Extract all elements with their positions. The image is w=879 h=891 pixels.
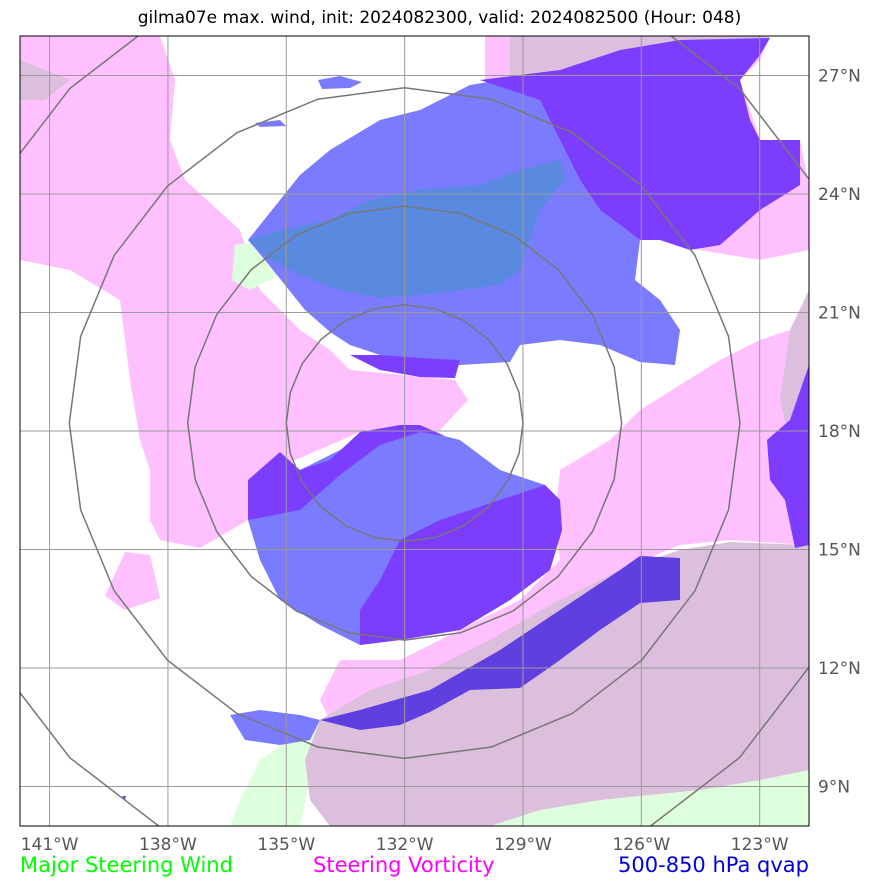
qvap-area-small-north-b (255, 120, 286, 127)
latitude-tick-labels: 9°N 12°N 15°N 18°N 21°N 24°N 27°N (818, 67, 861, 798)
lon-tick-label: 123°W (731, 835, 789, 855)
lon-tick-label: 132°W (376, 835, 434, 855)
legend-steering-vorticity: Steering Vorticity (313, 853, 495, 877)
vorticity-area-east (320, 300, 809, 720)
qvap-dense-south (360, 485, 562, 645)
overlap-area-nw-edge (20, 60, 70, 100)
qvap-area-small-west (230, 710, 320, 745)
wind-area-small-north (232, 240, 290, 290)
lon-tick-label: 135°W (257, 835, 315, 855)
lat-tick-label: 27°N (818, 67, 861, 87)
range-ring (68, 87, 741, 760)
lon-tick-label: 138°W (139, 835, 197, 855)
lat-tick-label: 21°N (818, 304, 861, 324)
lon-tick-label: 129°W (494, 835, 552, 855)
lat-tick-label: 12°N (818, 659, 861, 679)
qvap-dense-west-tongue (248, 425, 445, 520)
legend-major-steering-wind: Major Steering Wind (20, 853, 233, 877)
lat-tick-label: 18°N (818, 422, 861, 442)
lat-tick-label: 15°N (818, 541, 861, 561)
range-ring (186, 205, 623, 641)
wind-area-southwest (230, 725, 320, 826)
lat-tick-label: 9°N (818, 778, 850, 798)
map-frame (19, 35, 810, 827)
qvap-dense-northeast (480, 38, 800, 250)
lon-tick-label: 126°W (612, 835, 670, 855)
vorticity-area-west (20, 36, 468, 548)
qvap-dense-band (320, 556, 680, 730)
range-ring (285, 303, 524, 543)
qvap-area-small-north-a (318, 76, 362, 89)
qvap-dense-east (767, 365, 809, 548)
lon-tick-label: 141°W (21, 835, 79, 855)
lat-tick-label: 24°N (818, 185, 861, 205)
legend-qvap: 500-850 hPa qvap (618, 853, 809, 877)
longitude-tick-labels: 141°W 138°W 135°W 132°W 129°W 126°W 123°W (21, 835, 789, 855)
map-gridlines (20, 36, 809, 826)
map-title: gilma07e max. wind, init: 2024082300, va… (137, 8, 742, 28)
qvap-dense-layer (122, 38, 809, 801)
